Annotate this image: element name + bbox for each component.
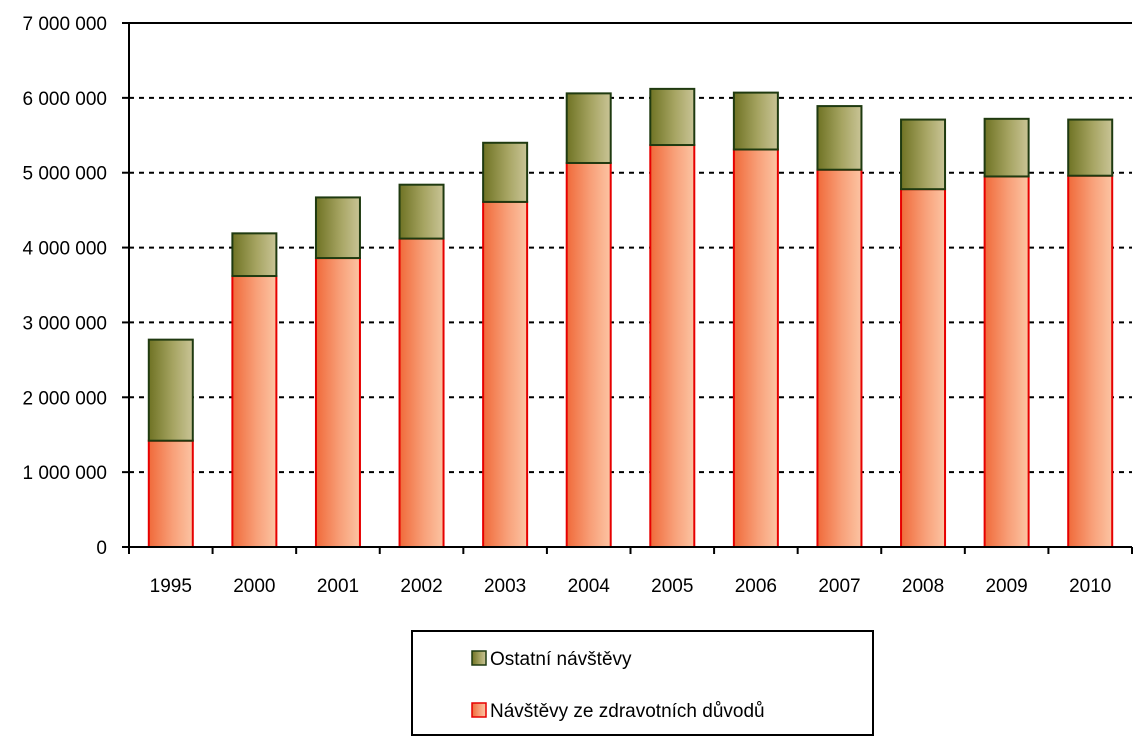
x-tick-label: 2007 [818, 576, 860, 597]
y-tick-label: 3 000 000 [22, 313, 107, 334]
bar-health [314, 257, 361, 548]
gridlines [129, 96, 1132, 474]
bar-other [231, 232, 278, 278]
y-tick-label: 4 000 000 [22, 239, 107, 260]
bar-other [1067, 118, 1114, 177]
x-tick-label: 2009 [985, 576, 1027, 597]
x-tick-label: 2004 [568, 576, 611, 597]
x-ticks: 1995 2000 2001 2002 2003 2004 2005 2006 2007 2008… [128, 547, 1133, 597]
bar-health [649, 144, 696, 548]
legend-label-other: Ostatní návštěvy [490, 649, 632, 670]
bar-other [314, 196, 361, 260]
legend-swatch-other [471, 650, 487, 666]
bar-health [900, 188, 947, 548]
bar-other [816, 105, 863, 171]
x-tick-label: 2002 [400, 576, 442, 597]
bar-other [649, 87, 696, 147]
bar-other [732, 91, 779, 151]
legend-swatch-health [471, 702, 487, 718]
bar-other [482, 141, 529, 203]
x-tick-label: 1995 [150, 576, 192, 597]
x-tick-label: 2000 [233, 576, 275, 597]
bar-other [147, 338, 194, 442]
bar-other [565, 92, 612, 164]
bar-health [983, 175, 1030, 548]
legend-box [411, 630, 874, 736]
y-ticks: 0 1 000 000 2 000 000 3 000 000 4 000 000 5 0… [22, 14, 129, 559]
bar-health [147, 439, 194, 548]
bar-other [398, 183, 445, 240]
y-tick-label: 1 000 000 [22, 463, 107, 484]
bar-health [398, 237, 445, 549]
bar-other [983, 117, 1030, 178]
bar-health [732, 148, 779, 548]
y-tick-label: 6 000 000 [22, 89, 107, 110]
axes [128, 22, 1132, 548]
x-tick-label: 2001 [317, 576, 359, 597]
y-tick-label: 7 000 000 [22, 14, 107, 35]
bar-other [900, 118, 947, 191]
y-tick-label: 5 000 000 [22, 164, 107, 185]
bar-health [816, 168, 863, 548]
bars [147, 87, 1114, 549]
legend-label-health: Návštěvy ze zdravotních důvodů [490, 701, 765, 722]
bar-health [1067, 174, 1114, 549]
legend: Ostatní návštěvy Návštěvy ze zdravotních… [411, 630, 874, 736]
bar-health [565, 161, 612, 549]
bar-health [231, 275, 278, 548]
x-tick-label: 2003 [484, 576, 526, 597]
x-tick-label: 2005 [651, 576, 693, 597]
x-tick-label: 2008 [902, 576, 944, 597]
y-tick-label: 2 000 000 [22, 388, 107, 409]
y-tick-label: 0 [96, 538, 107, 559]
x-tick-label: 2006 [735, 576, 777, 597]
x-tick-label: 2010 [1069, 576, 1111, 597]
bar-health [482, 200, 529, 548]
